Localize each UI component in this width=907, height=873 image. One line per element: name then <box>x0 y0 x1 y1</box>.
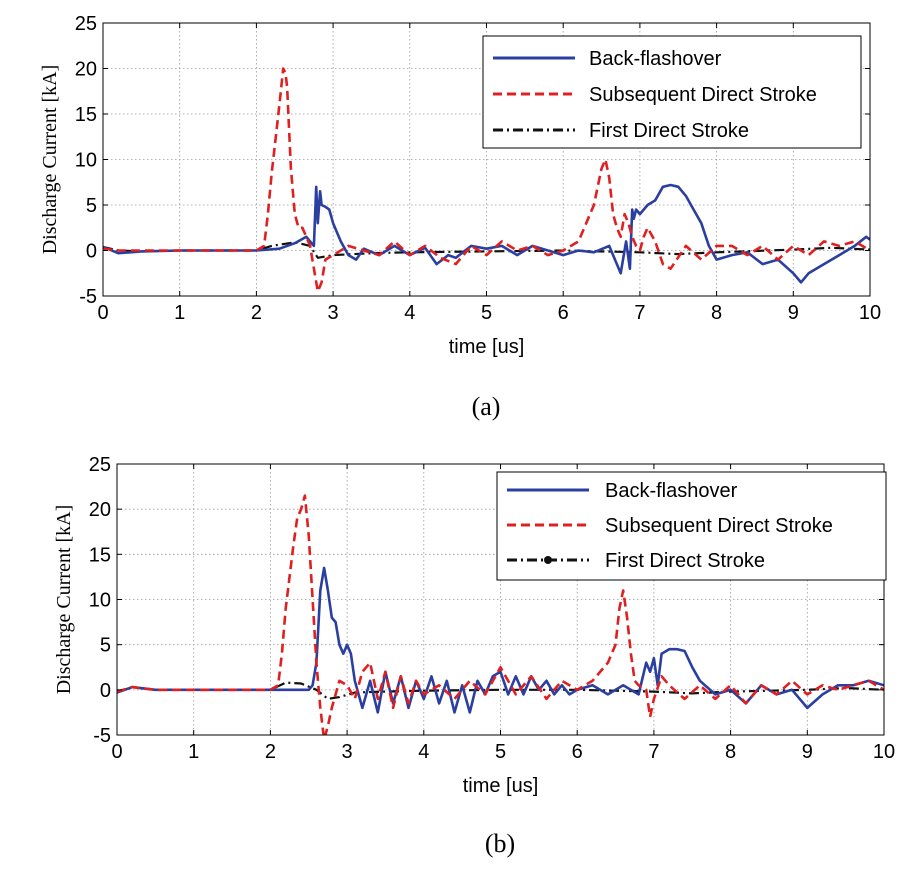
y-tick-label: 25 <box>89 454 111 476</box>
legend-item-back-flashover: Back-flashover <box>507 480 738 502</box>
x-tick-label: 10 <box>873 741 895 763</box>
legend-item-back-flashover: Back-flashover <box>493 48 722 70</box>
caption-a: (a) <box>472 392 501 421</box>
x-tick-label: 8 <box>711 302 722 324</box>
x-tick-label: 0 <box>97 302 108 324</box>
y-tick-label: 0 <box>100 680 111 702</box>
y-tick-label: 15 <box>75 104 97 126</box>
x-tick-label: 9 <box>802 741 813 763</box>
x-tick-label: 4 <box>418 741 429 763</box>
caption-b: (b) <box>485 829 515 858</box>
legend-b: Back-flashover Subsequent Direct Stroke … <box>496 471 887 581</box>
x-tick-label: 10 <box>859 302 881 324</box>
x-tick-label: 7 <box>634 302 645 324</box>
y-tick-label: -5 <box>93 725 111 747</box>
x-axis-label-a: time [us] <box>449 336 525 358</box>
y-axis-label-a: Discharge Current [kA] <box>39 65 61 255</box>
y-tick-label: 0 <box>86 241 97 263</box>
series-layer-a <box>103 67 870 293</box>
x-tick-label: 6 <box>572 741 583 763</box>
x-tick-label: 5 <box>481 302 492 324</box>
x-tick-label: 2 <box>251 302 262 324</box>
legend-label-first-direct-stroke: First Direct Stroke <box>605 550 765 572</box>
y-tick-label: 5 <box>86 195 97 217</box>
y-tick-label: 10 <box>75 150 97 172</box>
legend-item-subsequent-direct-stroke: Subsequent Direct Stroke <box>507 515 833 537</box>
y-tick-label: 25 <box>75 13 97 35</box>
x-tick-label: 1 <box>188 741 199 763</box>
x-tick-label: 3 <box>328 302 339 324</box>
series-line-back-flashover <box>103 183 870 284</box>
legend-label-subsequent-direct-stroke: Subsequent Direct Stroke <box>605 515 833 537</box>
y-tick-label: -5 <box>79 286 97 308</box>
x-axis-label-b: time [us] <box>463 775 539 797</box>
series-line-subsequent-direct-stroke <box>117 494 884 735</box>
x-tick-label: 8 <box>725 741 736 763</box>
legend-item-first-direct-stroke: First Direct Stroke <box>507 550 765 572</box>
y-tick-label: 20 <box>75 59 97 81</box>
legend-label-first-direct-stroke: First Direct Stroke <box>589 120 749 142</box>
legend-marker-first-direct-stroke <box>544 556 552 564</box>
legend-box-a <box>482 35 862 149</box>
legend-label-back-flashover: Back-flashover <box>605 480 738 502</box>
legend-label-back-flashover: Back-flashover <box>589 48 722 70</box>
legend-item-subsequent-direct-stroke: Subsequent Direct Stroke <box>493 84 817 106</box>
legend-label-subsequent-direct-stroke: Subsequent Direct Stroke <box>589 84 817 106</box>
y-tick-label: 10 <box>89 590 111 612</box>
series-layer-b <box>117 494 884 735</box>
x-tick-label: 6 <box>558 302 569 324</box>
legend-a: Back-flashover Subsequent Direct Stroke … <box>482 35 862 149</box>
series-line-subsequent-direct-stroke <box>103 67 870 293</box>
legend-item-first-direct-stroke: First Direct Stroke <box>493 120 749 142</box>
x-tick-label: 7 <box>648 741 659 763</box>
x-tick-label: 9 <box>788 302 799 324</box>
y-axis-label-b: Discharge Current [kA] <box>53 505 75 695</box>
x-tick-label: 4 <box>404 302 415 324</box>
y-tick-label: 20 <box>89 499 111 521</box>
x-tick-label: 5 <box>495 741 506 763</box>
series-line-back-flashover <box>117 566 884 714</box>
x-tick-label: 0 <box>111 741 122 763</box>
y-tick-label: 15 <box>89 544 111 566</box>
x-tick-label: 1 <box>174 302 185 324</box>
x-tick-label: 3 <box>342 741 353 763</box>
y-tick-label: 5 <box>100 635 111 657</box>
x-tick-label: 2 <box>265 741 276 763</box>
